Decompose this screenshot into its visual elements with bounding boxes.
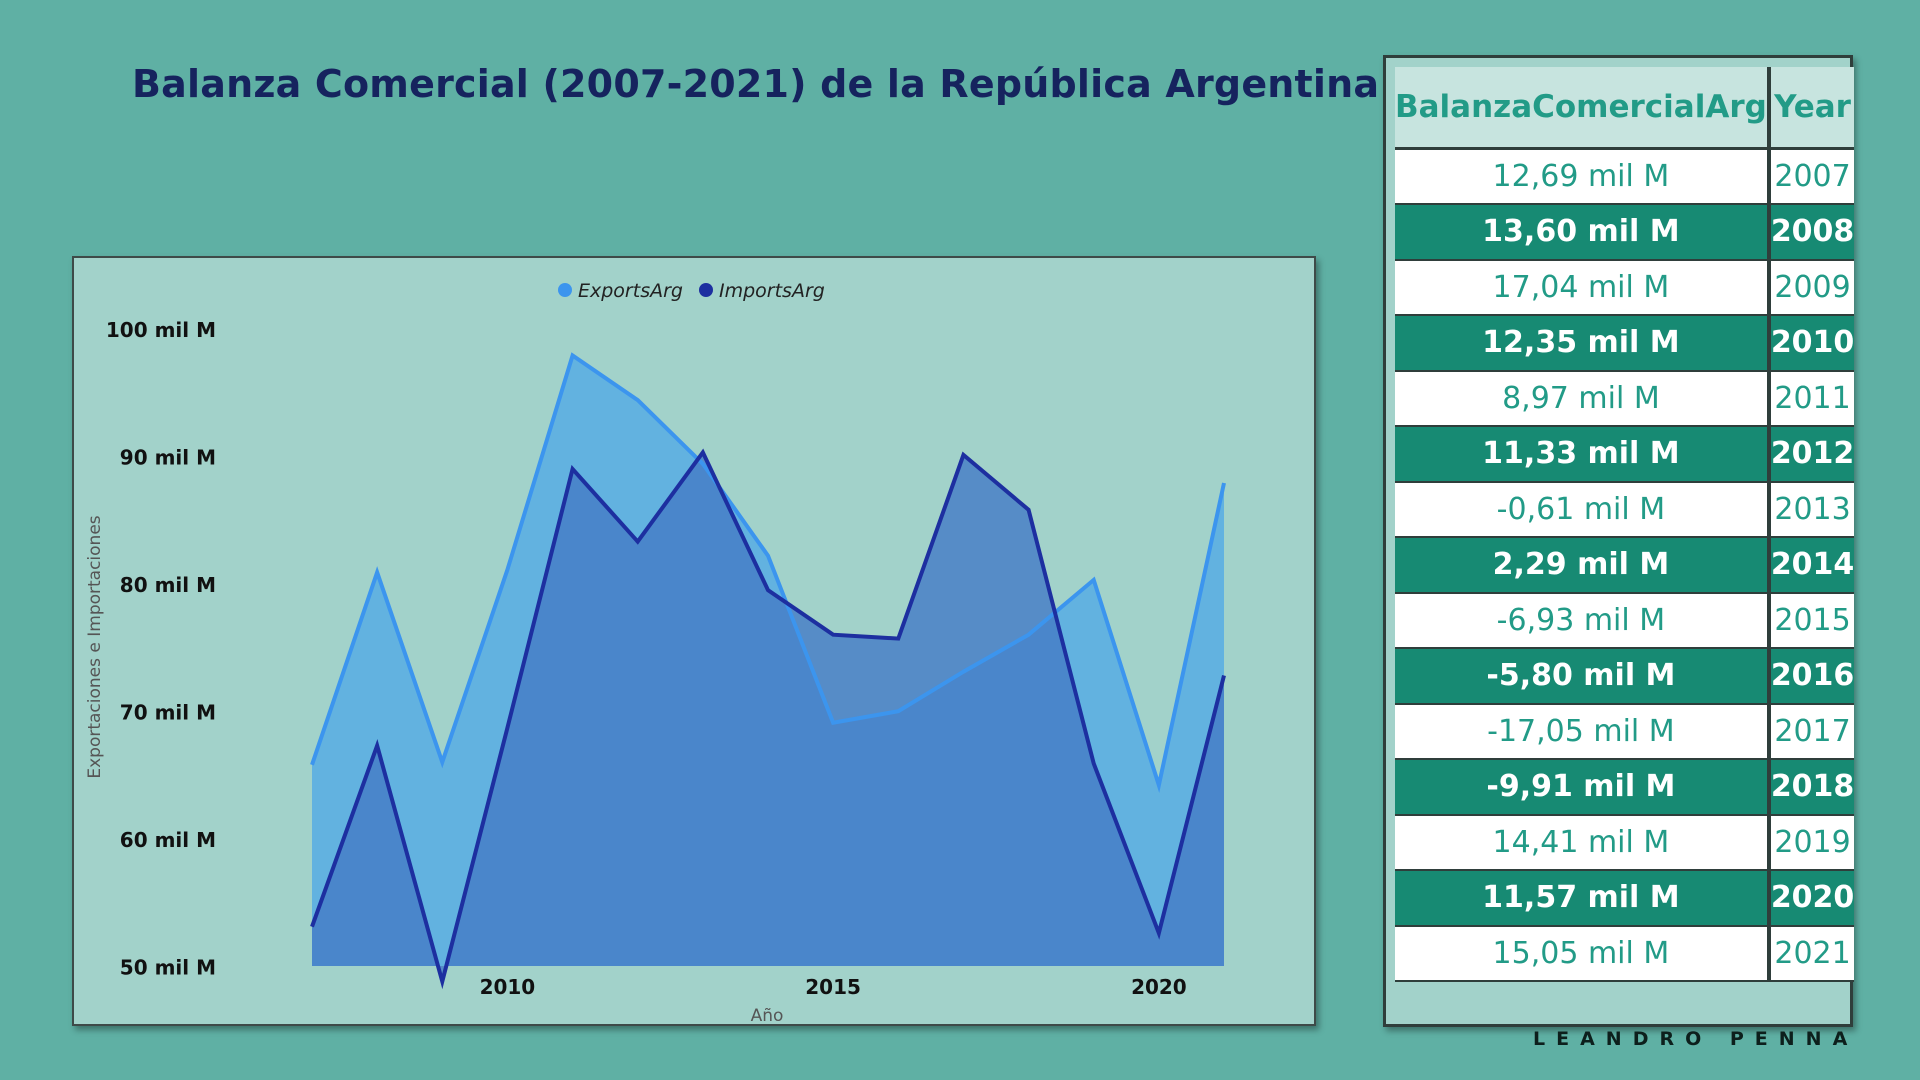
year-cell: 2012: [1768, 426, 1855, 483]
balance-cell: 11,33 mil M: [1395, 426, 1771, 483]
column-header-balance[interactable]: BalanzaComercialArg: [1395, 67, 1771, 150]
trade-balance-table-card: BalanzaComercialArg Year 12,69 mil M 2007…: [1383, 55, 1855, 1027]
table-row[interactable]: -9,91 mil M 2018: [1395, 759, 1855, 816]
table-row[interactable]: 12,69 mil M 2007: [1395, 148, 1855, 205]
balance-cell: 12,69 mil M: [1395, 148, 1771, 205]
table-row[interactable]: 11,57 mil M 2020: [1395, 870, 1855, 927]
year-cell: 2020: [1768, 870, 1855, 927]
x-axis-title: Año: [751, 1006, 784, 1024]
legend-label-exportsarg: ExportsArg: [578, 280, 683, 302]
y-tick-label: 80 mil M: [120, 573, 216, 597]
table-body: 12,69 mil M 2007 13,60 mil M 2008 17,04 mil …: [1395, 148, 1855, 982]
year-cell: 2008: [1768, 204, 1855, 261]
balance-cell: -6,93 mil M: [1395, 592, 1771, 649]
balance-cell: 17,04 mil M: [1395, 259, 1771, 316]
area-importsarg: [312, 452, 1224, 982]
table-row[interactable]: -17,05 mil M 2017: [1395, 703, 1855, 760]
table-row[interactable]: -6,93 mil M 2015: [1395, 592, 1855, 649]
year-cell: 2016: [1768, 648, 1855, 705]
table-row[interactable]: 2,29 mil M 2014: [1395, 537, 1855, 594]
y-tick-label: 70 mil M: [120, 701, 216, 725]
balance-cell: -0,61 mil M: [1395, 481, 1771, 538]
column-header-year[interactable]: Year: [1768, 67, 1855, 150]
year-cell: 2009: [1768, 259, 1855, 316]
balance-cell: 8,97 mil M: [1395, 370, 1771, 427]
table-row[interactable]: -0,61 mil M 2013: [1395, 481, 1855, 538]
trade-balance-table: BalanzaComercialArg Year 12,69 mil M 2007…: [1395, 67, 1855, 982]
balance-cell: 13,60 mil M: [1395, 204, 1771, 261]
chart-svg: 100 mil M 90 mil M 80 mil M 70 mil M 60 mil …: [85, 280, 1226, 1024]
line-importsarg: [310, 448, 1226, 990]
year-cell: 2017: [1768, 703, 1855, 760]
author-signature: LEANDRO PENNA: [1533, 1028, 1859, 1050]
y-tick-label: 50 mil M: [120, 956, 216, 980]
year-cell: 2011: [1768, 370, 1855, 427]
legend-marker-importsarg: [699, 283, 713, 297]
balance-cell: 11,57 mil M: [1395, 870, 1771, 927]
year-cell: 2007: [1768, 148, 1855, 205]
y-tick-label: 60 mil M: [120, 828, 216, 852]
balance-cell: -9,91 mil M: [1395, 759, 1771, 816]
table-row[interactable]: 14,41 mil M 2019: [1395, 814, 1855, 871]
y-axis-title: Exportaciones e Importaciones: [85, 515, 105, 778]
balance-cell: 15,05 mil M: [1395, 925, 1771, 982]
year-cell: 2021: [1768, 925, 1855, 982]
balance-cell: 12,35 mil M: [1395, 315, 1771, 372]
year-cell: 2018: [1768, 759, 1855, 816]
balance-cell: -5,80 mil M: [1395, 648, 1771, 705]
y-tick-label: 90 mil M: [120, 446, 216, 470]
year-cell: 2013: [1768, 481, 1855, 538]
table-row[interactable]: 8,97 mil M 2011: [1395, 370, 1855, 427]
trade-area-chart[interactable]: 100 mil M 90 mil M 80 mil M 70 mil M 60 mil …: [72, 256, 1316, 1026]
year-cell: 2015: [1768, 592, 1855, 649]
x-tick-label: 2010: [480, 975, 536, 999]
table-row[interactable]: 13,60 mil M 2008: [1395, 204, 1855, 261]
x-tick-label: 2015: [805, 975, 861, 999]
line-exportsarg: [310, 352, 1226, 793]
legend-marker-exportsarg: [558, 283, 572, 297]
balance-cell: -17,05 mil M: [1395, 703, 1771, 760]
table-row[interactable]: 12,35 mil M 2010: [1395, 315, 1855, 372]
table-row[interactable]: 15,05 mil M 2021: [1395, 925, 1855, 982]
year-cell: 2019: [1768, 814, 1855, 871]
year-cell: 2010: [1768, 315, 1855, 372]
table-header-row: BalanzaComercialArg Year: [1395, 67, 1855, 150]
table-row[interactable]: 17,04 mil M 2009: [1395, 259, 1855, 316]
legend-label-importsarg: ImportsArg: [719, 280, 825, 302]
balance-cell: 14,41 mil M: [1395, 814, 1771, 871]
x-tick-label: 2020: [1131, 975, 1187, 999]
table-row[interactable]: 11,33 mil M 2012: [1395, 426, 1855, 483]
y-tick-label: 100 mil M: [106, 318, 216, 342]
table-row[interactable]: -5,80 mil M 2016: [1395, 648, 1855, 705]
page-title: Balanza Comercial (2007-2021) de la Repú…: [132, 62, 1394, 106]
year-cell: 2014: [1768, 537, 1855, 594]
balance-cell: 2,29 mil M: [1395, 537, 1771, 594]
